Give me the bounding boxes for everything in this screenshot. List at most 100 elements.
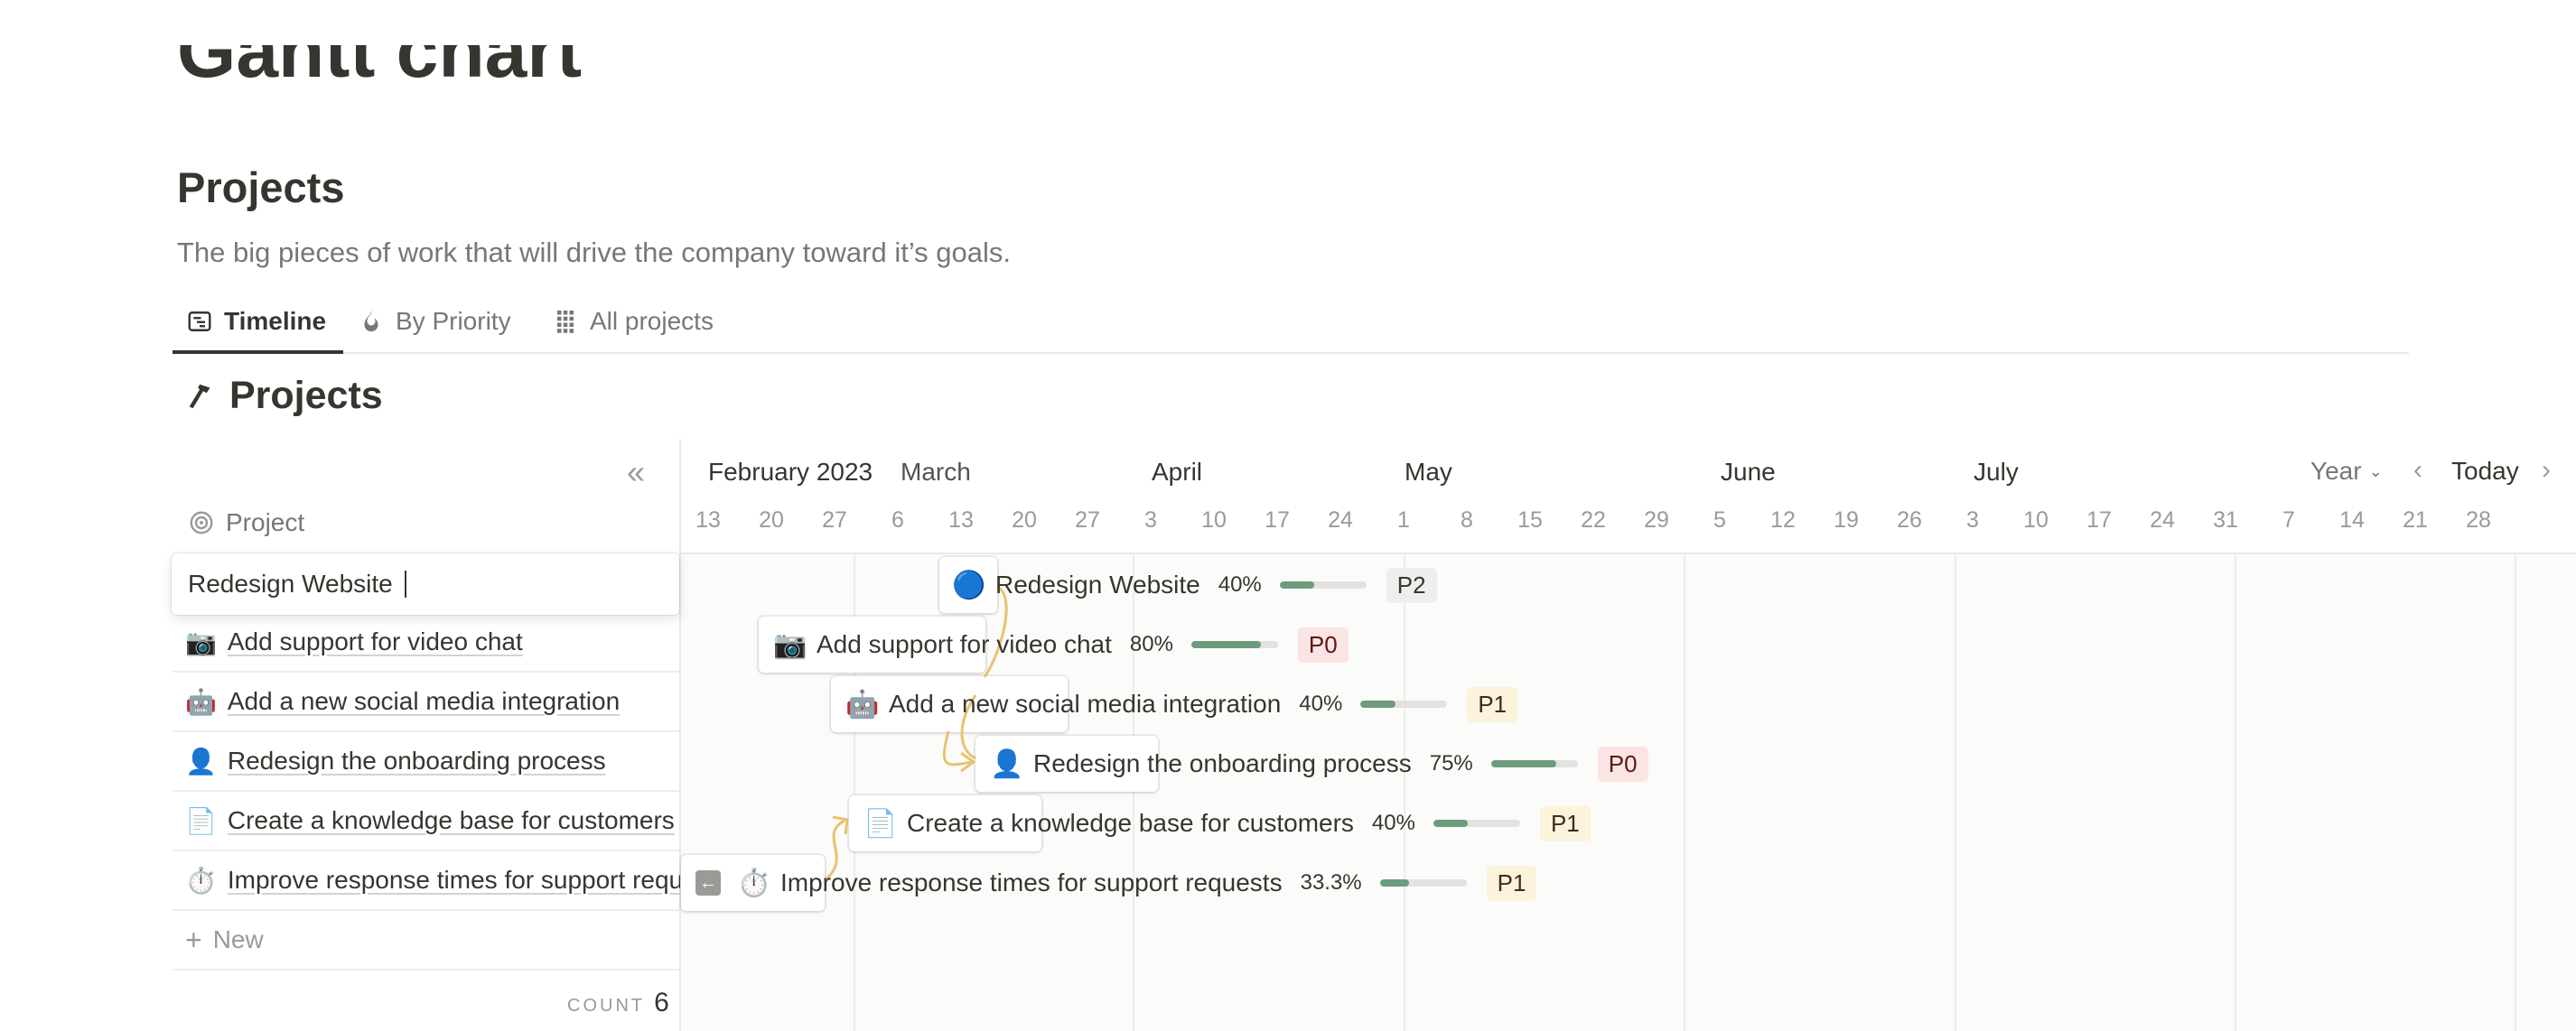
stopwatch-icon: ⏱️ — [185, 866, 217, 895]
task-card[interactable] — [759, 617, 985, 673]
hammer-icon — [189, 384, 210, 408]
month-divider — [854, 554, 855, 1031]
blue-button-icon: 🔵 — [952, 570, 986, 600]
item-title: Add a new social media integration — [889, 690, 1282, 718]
day-tick-label: 5 — [1713, 507, 1726, 533]
item-title: Redesign the onboarding process — [1033, 749, 1412, 777]
fire-icon — [364, 311, 378, 332]
title-scroll-mask — [0, 0, 2576, 45]
month-divider — [1404, 554, 1405, 1031]
priority-badge: P2 — [1386, 567, 1437, 603]
timeline-item[interactable]: 🔵 Redesign Website 40% P2 — [952, 557, 1437, 613]
robot-icon: 🤖 — [185, 687, 217, 716]
progress-bar — [1360, 701, 1448, 708]
text-caret — [404, 571, 406, 598]
day-tick-label: 26 — [1897, 507, 1922, 533]
progress-fill — [1433, 820, 1469, 827]
month-label: April — [1152, 458, 1203, 486]
day-tick-label: 13 — [948, 507, 974, 533]
progress-fill — [1360, 701, 1395, 708]
day-tick-label: 24 — [2150, 507, 2175, 533]
scale-dropdown[interactable]: Year ⌄ — [2310, 457, 2383, 485]
item-title: Improve response times for support reque… — [780, 868, 1283, 896]
day-tick-label: 3 — [1144, 507, 1157, 533]
month-label: May — [1405, 458, 1452, 486]
timeline-item[interactable]: 📷 Add support for video chat 80% P0 — [773, 617, 1349, 673]
tab-label: Timeline — [224, 307, 327, 335]
progress-label: 80% — [1129, 632, 1173, 656]
month-label: July — [1974, 458, 2019, 486]
progress-bar — [1379, 879, 1467, 887]
progress-fill — [1379, 879, 1409, 887]
tab-all-projects[interactable]: All projects — [552, 303, 714, 339]
tab-timeline[interactable]: Timeline — [186, 303, 326, 339]
project-column-header[interactable]: Project — [188, 508, 304, 537]
list-item[interactable]: ⏱️ Improve response times for support req… — [173, 851, 680, 911]
progress-label: 40% — [1299, 692, 1343, 716]
tab-by-priority[interactable]: By Priority — [358, 303, 511, 339]
stopwatch-icon: ⏱️ — [737, 868, 771, 898]
task-card[interactable] — [831, 676, 1068, 732]
robot-icon: 🤖 — [845, 689, 880, 720]
day-tick-label: 17 — [2086, 507, 2112, 533]
priority-badge: P1 — [1467, 686, 1518, 722]
list-item[interactable]: 📄 Create a knowledge base for customers — [173, 792, 680, 851]
title-edit-input[interactable]: Redesign Website — [172, 553, 679, 615]
day-tick-label: 22 — [1581, 507, 1606, 533]
progress-label: 75% — [1429, 751, 1473, 776]
next-button[interactable]: › — [2542, 455, 2551, 485]
camera-icon: 📷 — [773, 629, 807, 660]
view-title[interactable]: Projects — [184, 374, 383, 418]
list-panel-divider — [679, 439, 681, 1031]
tab-label: All projects — [590, 307, 714, 335]
progress-label: 40% — [1218, 572, 1262, 597]
day-tick-label: 14 — [2339, 507, 2365, 533]
active-tab-indicator — [173, 350, 343, 354]
timeline-item[interactable]: 🤖 Add a new social media integration 40%… — [845, 676, 1518, 732]
scroll-to-item-arrow-icon[interactable]: ← — [695, 870, 721, 896]
grid-icon — [557, 311, 574, 333]
collapse-list-button[interactable]: « — [627, 453, 646, 490]
month-label: February 2023 — [708, 458, 873, 486]
day-tick-label: 27 — [1075, 507, 1100, 533]
chevron-down-icon: ⌄ — [2368, 461, 2383, 480]
camera-icon: 📷 — [185, 627, 217, 656]
list-item[interactable]: 👤 Redesign the onboarding process — [173, 732, 680, 792]
person-icon: 👤 — [185, 747, 217, 776]
timeline-item[interactable]: ← ⏱️ Improve response times for support … — [695, 855, 1537, 911]
document-icon: 📄 — [185, 806, 217, 835]
day-tick-label: 21 — [2403, 507, 2428, 533]
day-tick-label: 29 — [1644, 507, 1669, 533]
timeline-icon — [188, 311, 211, 331]
day-tick-label: 10 — [2023, 507, 2049, 533]
day-tick-label: 24 — [1328, 507, 1353, 533]
day-tick-label: 31 — [2213, 507, 2238, 533]
month-divider — [1684, 554, 1685, 1031]
task-card[interactable] — [849, 795, 1041, 851]
day-tick-label: 28 — [2466, 507, 2491, 533]
task-card[interactable] — [975, 736, 1158, 792]
day-tick-label: 10 — [1201, 507, 1227, 533]
today-button[interactable]: Today — [2451, 457, 2519, 485]
plus-icon: + — [185, 923, 202, 956]
progress-fill — [1190, 641, 1261, 648]
day-tick-label: 17 — [1265, 507, 1290, 533]
timeline-item[interactable]: 👤 Redesign the onboarding process 75% P0 — [990, 736, 1648, 792]
progress-bar — [1190, 641, 1278, 648]
day-tick-label: 3 — [1966, 507, 1979, 533]
list-item[interactable]: 🤖 Add a new social media integration — [173, 673, 680, 732]
progress-bar — [1433, 820, 1520, 827]
item-title: Add support for video chat — [817, 630, 1112, 658]
month-divider — [1133, 554, 1134, 1031]
progress-bar — [1279, 581, 1367, 589]
previous-button[interactable]: ‹ — [2413, 455, 2422, 485]
day-tick-label: 8 — [1461, 507, 1473, 533]
list-item[interactable]: 📷 Add support for video chat — [173, 613, 680, 673]
new-item-button[interactable]: + New — [173, 911, 680, 971]
day-tick-label: 15 — [1517, 507, 1543, 533]
progress-label: 40% — [1371, 811, 1415, 835]
progress-fill — [1490, 760, 1556, 767]
timeline-item[interactable]: 📄 Create a knowledge base for customers … — [863, 795, 1591, 851]
day-tick-label: 12 — [1770, 507, 1796, 533]
database-title[interactable]: Projects — [177, 163, 345, 211]
